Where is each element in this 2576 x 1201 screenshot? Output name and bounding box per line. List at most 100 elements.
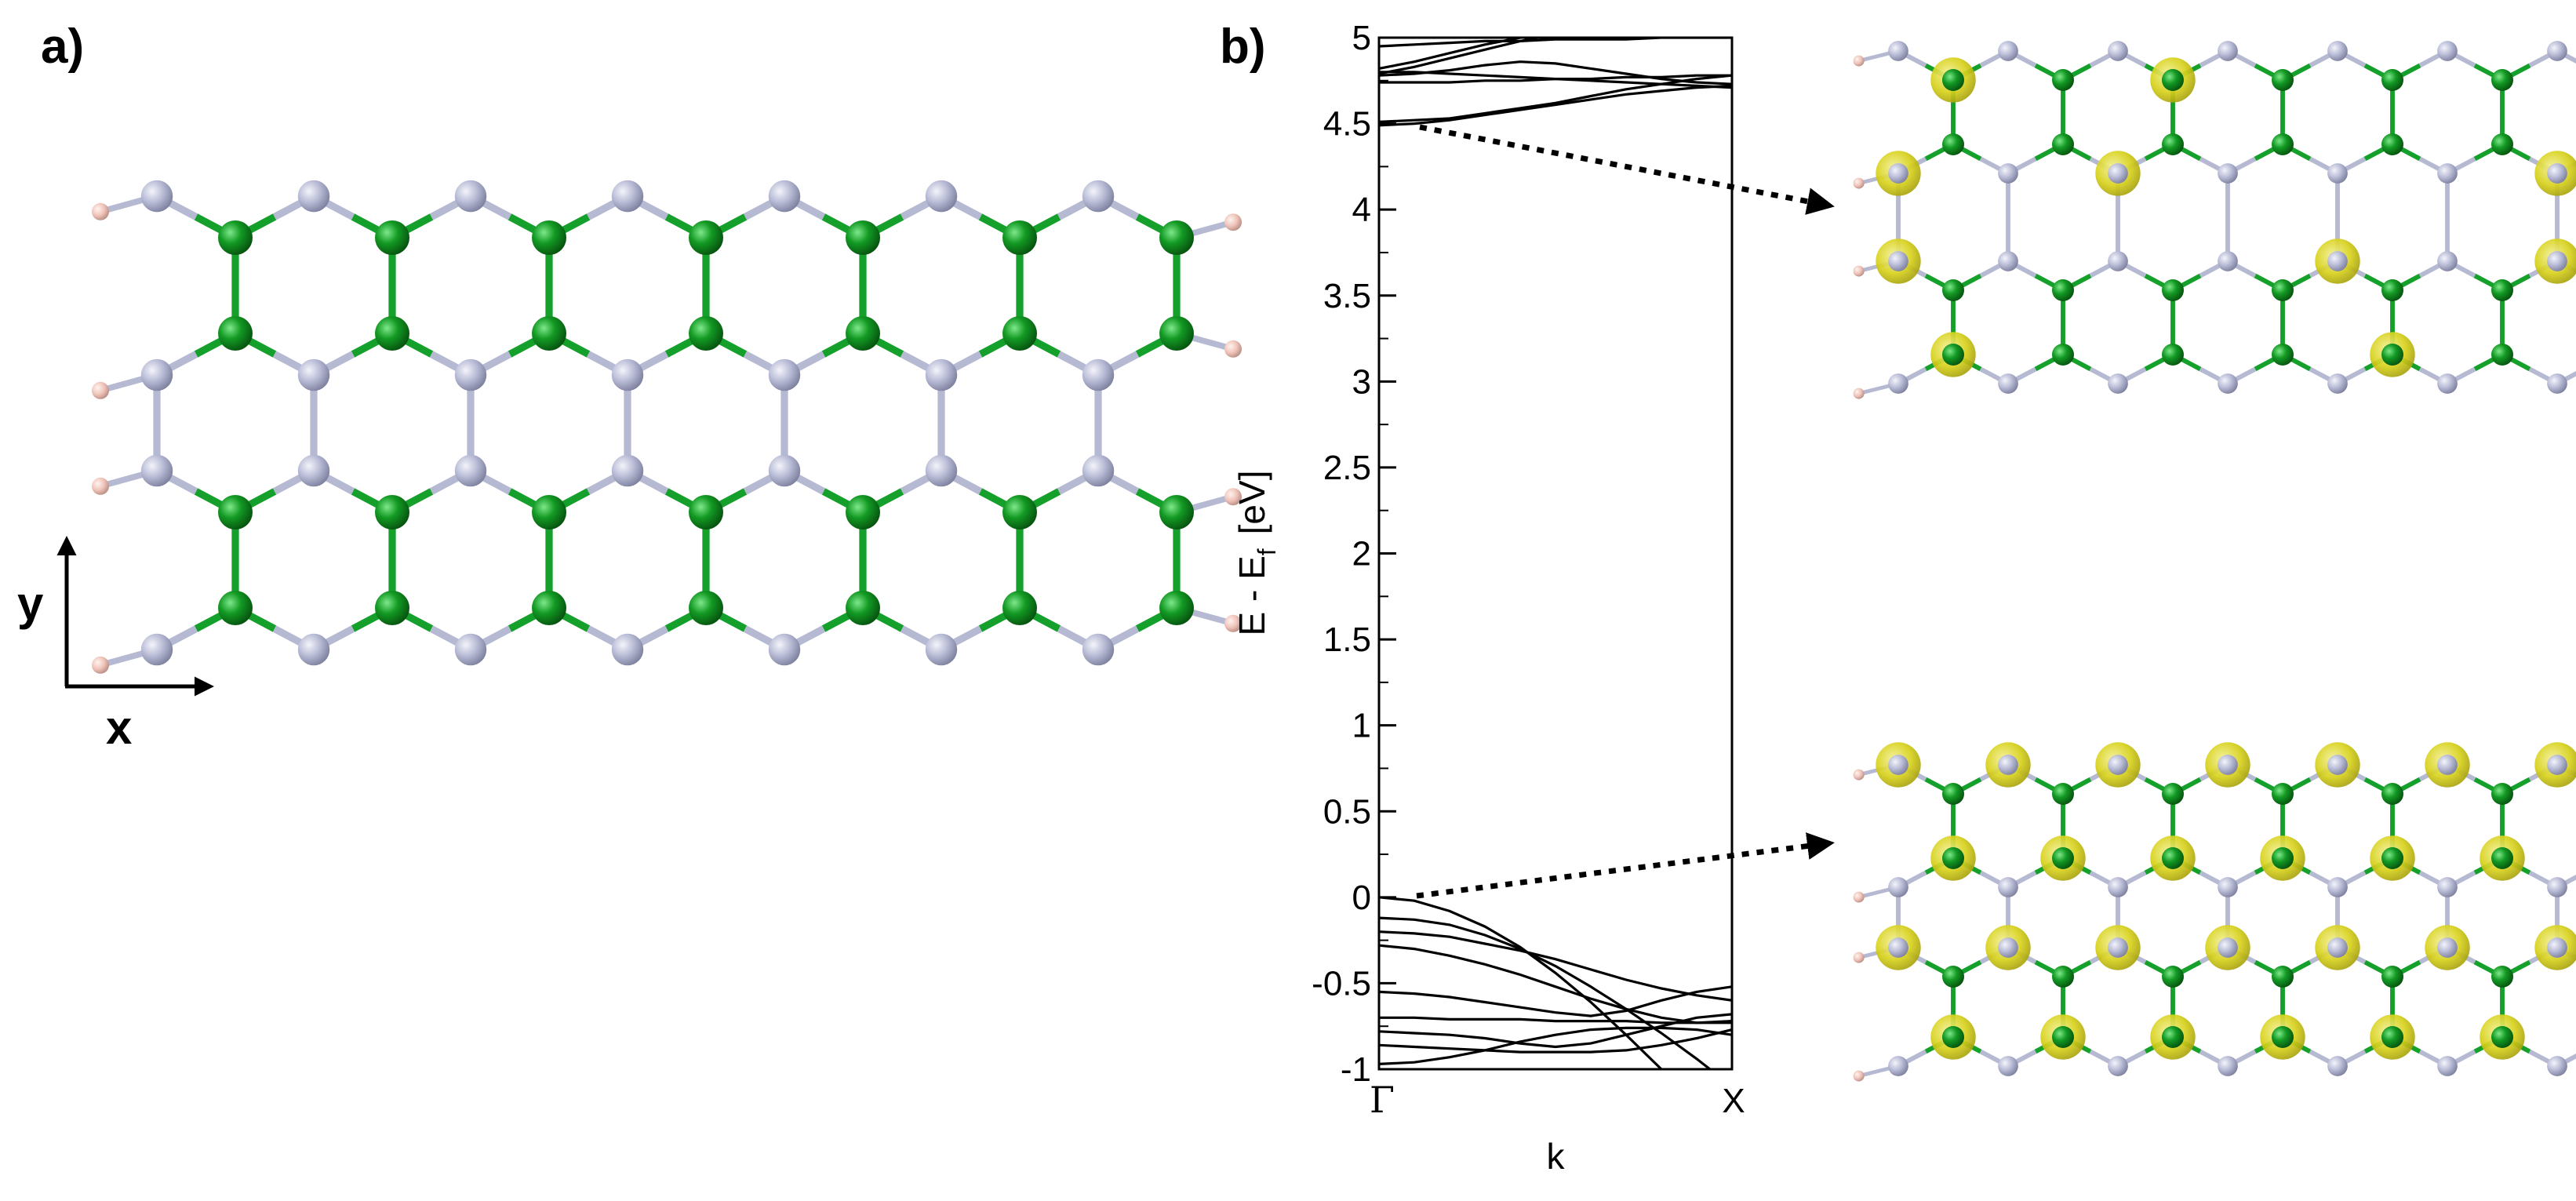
green-atom [1159, 591, 1194, 625]
gray-atom [2327, 1056, 2348, 1076]
gray-atom [2218, 755, 2238, 775]
hydrogen-atom [1853, 769, 1865, 781]
green-atom [846, 591, 880, 625]
gray-atom [2327, 251, 2348, 271]
green-atom [2491, 344, 2513, 366]
green-atom [2052, 133, 2074, 155]
hydrogen-atom [92, 477, 109, 495]
green-atom [1002, 220, 1037, 255]
green-atom [2272, 783, 2294, 805]
green-atom [1942, 783, 1964, 805]
green-atom [1159, 495, 1194, 530]
green-atom [2491, 847, 2513, 869]
green-atom [2162, 783, 2184, 805]
gray-atom [2218, 937, 2238, 958]
y-tick-label: 3 [1352, 362, 1371, 401]
gray-atom [611, 633, 644, 666]
gray-atom [925, 633, 958, 666]
band-line [1379, 38, 1545, 75]
green-atom [2162, 1026, 2184, 1048]
gray-atom [2108, 1056, 2128, 1076]
green-atom [689, 591, 723, 625]
green-atom [2381, 279, 2403, 301]
gray-atom [454, 454, 487, 487]
green-atom [2272, 966, 2294, 988]
y-tick-label: 0 [1352, 879, 1371, 917]
green-atom [218, 220, 253, 255]
chart-ticks: -1 -0.5 0 0.5 1 1.5 2 2.5 3 3.5 4 4.5 5 [1312, 19, 1396, 1089]
y-tick-label: -1 [1341, 1050, 1371, 1089]
gray-atom [925, 180, 958, 213]
y-tick-label: -0.5 [1312, 964, 1371, 1003]
gray-atom [2218, 163, 2238, 184]
gray-atom [2327, 937, 2348, 958]
y-tick-label: 4 [1352, 191, 1371, 229]
gray-atom [1082, 454, 1115, 487]
gray-atom [925, 454, 958, 487]
gray-atom [2547, 373, 2567, 394]
band-line [1379, 1013, 1732, 1049]
gray-atom [1888, 755, 1908, 775]
band-line [1379, 38, 1732, 48]
hydrogen-atom [1224, 340, 1242, 358]
gray-atom [2547, 877, 2567, 897]
gray-atom [768, 358, 801, 391]
green-atom [2272, 279, 2294, 301]
gray-atom [2327, 373, 2348, 394]
green-atom [846, 316, 880, 351]
gray-atom [1888, 41, 1908, 61]
x-axis-direction-label: x [106, 701, 132, 754]
gray-atom [2327, 877, 2348, 897]
green-atom [2272, 133, 2294, 155]
gray-atom [1998, 373, 2018, 394]
hydrogen-atom [1853, 1070, 1865, 1082]
y-tick-label: 1 [1352, 707, 1371, 745]
hydrogen-atom [92, 202, 109, 220]
gray-atom [1888, 163, 1908, 184]
gray-atom [1998, 937, 2018, 958]
gray-atom [2327, 163, 2348, 184]
green-atom [1159, 316, 1194, 351]
gray-atom [1082, 358, 1115, 391]
green-atom [2052, 847, 2074, 869]
green-atom [1942, 279, 1964, 301]
green-atom [2491, 966, 2513, 988]
y-tick-label: 2 [1352, 535, 1371, 573]
gray-atom [454, 358, 487, 391]
green-atom [689, 220, 723, 255]
gray-atom [2108, 755, 2128, 775]
green-atom [375, 316, 409, 351]
band-line [1379, 74, 1732, 123]
y-axis-title-main: E - E [1232, 555, 1272, 635]
gray-atom [1082, 633, 1115, 666]
gray-atom [2547, 251, 2567, 271]
green-atom [1942, 69, 1964, 91]
gray-atom [2218, 41, 2238, 61]
green-atom [2052, 1026, 2074, 1048]
green-atom [846, 220, 880, 255]
green-atom [2381, 847, 2403, 869]
green-atom [1942, 1026, 1964, 1048]
green-atom [2272, 847, 2294, 869]
green-atom [375, 495, 409, 530]
band-line [1379, 930, 1732, 1002]
green-atom [532, 495, 566, 530]
green-atom [1002, 495, 1037, 530]
green-atom [2052, 344, 2074, 366]
hydrogen-atom [1853, 952, 1865, 963]
y-axis-title-unit: [eV] [1232, 471, 1272, 535]
green-atom [218, 495, 253, 530]
hydrogen-atom [1224, 614, 1242, 632]
gray-atom [1998, 251, 2018, 271]
green-atom [2491, 69, 2513, 91]
chart-frame [1377, 36, 1734, 1071]
gray-atom [768, 454, 801, 487]
gray-atom [1998, 755, 2018, 775]
band-line [1379, 38, 1527, 70]
gray-atom [2547, 1056, 2567, 1076]
green-atom [375, 591, 409, 625]
gray-atom [2218, 877, 2238, 897]
gray-atom [1082, 180, 1115, 213]
gray-atom [140, 180, 173, 213]
green-atom [1159, 220, 1194, 255]
